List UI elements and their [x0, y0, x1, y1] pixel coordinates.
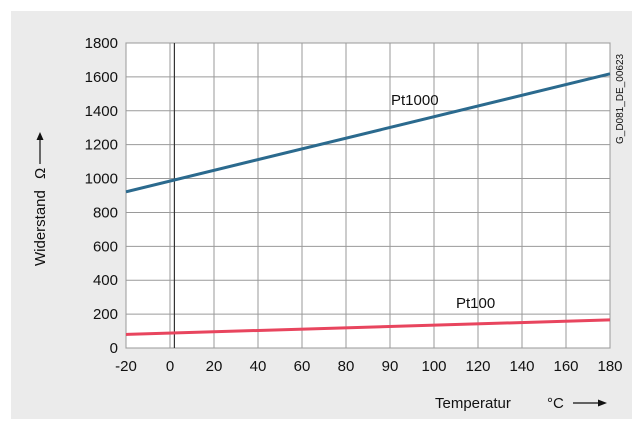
x-tick-label: 40 — [250, 358, 267, 375]
x-tick-label: 160 — [553, 358, 578, 375]
plot-area — [125, 42, 611, 349]
chart-figure: -20 0 20 40 60 80 90 100 120 140 160 180 0 200 400 600 8… — [11, 11, 632, 419]
y-axis-arrow-head — [36, 132, 44, 140]
x-tick-label: 20 — [206, 358, 223, 375]
x-tick-label: 180 — [597, 358, 622, 375]
x-axis-label: Temperatur — [435, 395, 511, 412]
series-line-pt1000 — [125, 72, 611, 194]
y-tick-label: 1800 — [85, 35, 118, 52]
x-tick-label: 100 — [421, 358, 446, 375]
y-tick-label: 1000 — [85, 171, 118, 188]
x-tick-label: 120 — [465, 358, 490, 375]
y-tick-label: 1400 — [85, 103, 118, 120]
y-axis-title: Widerstand Ω — [32, 132, 49, 266]
x-tick-label: 0 — [166, 358, 174, 375]
grid — [125, 42, 611, 349]
x-tick-label: -20 — [115, 358, 137, 375]
y-tick-label: 600 — [93, 238, 118, 255]
series-label-pt100: Pt100 — [456, 295, 495, 312]
x-axis-arrow-head — [598, 399, 607, 407]
x-tick-label: 60 — [294, 358, 311, 375]
y-axis-unit: Ω — [32, 168, 49, 179]
x-axis-unit: °C — [547, 395, 564, 412]
y-tick-label: 800 — [93, 204, 118, 221]
y-tick-label: 1200 — [85, 137, 118, 154]
y-axis-label: Widerstand — [32, 190, 49, 266]
y-tick-label: 1600 — [85, 69, 118, 86]
y-tick-label: 400 — [93, 272, 118, 289]
series-label-pt1000: Pt1000 — [391, 92, 439, 109]
x-tick-label: 140 — [509, 358, 534, 375]
chart-svg: -20 0 20 40 60 80 90 100 120 140 160 18002004006008… — [32, 35, 626, 412]
x-tick-label: 80 — [338, 358, 355, 375]
figure-code-label: G_D081_DE_00623 — [615, 53, 626, 144]
y-tick-label: 200 — [93, 306, 118, 323]
y-tick-label: 0 — [110, 340, 118, 357]
x-tick-label: 90 — [382, 358, 399, 375]
series-line-pt100 — [125, 318, 611, 336]
